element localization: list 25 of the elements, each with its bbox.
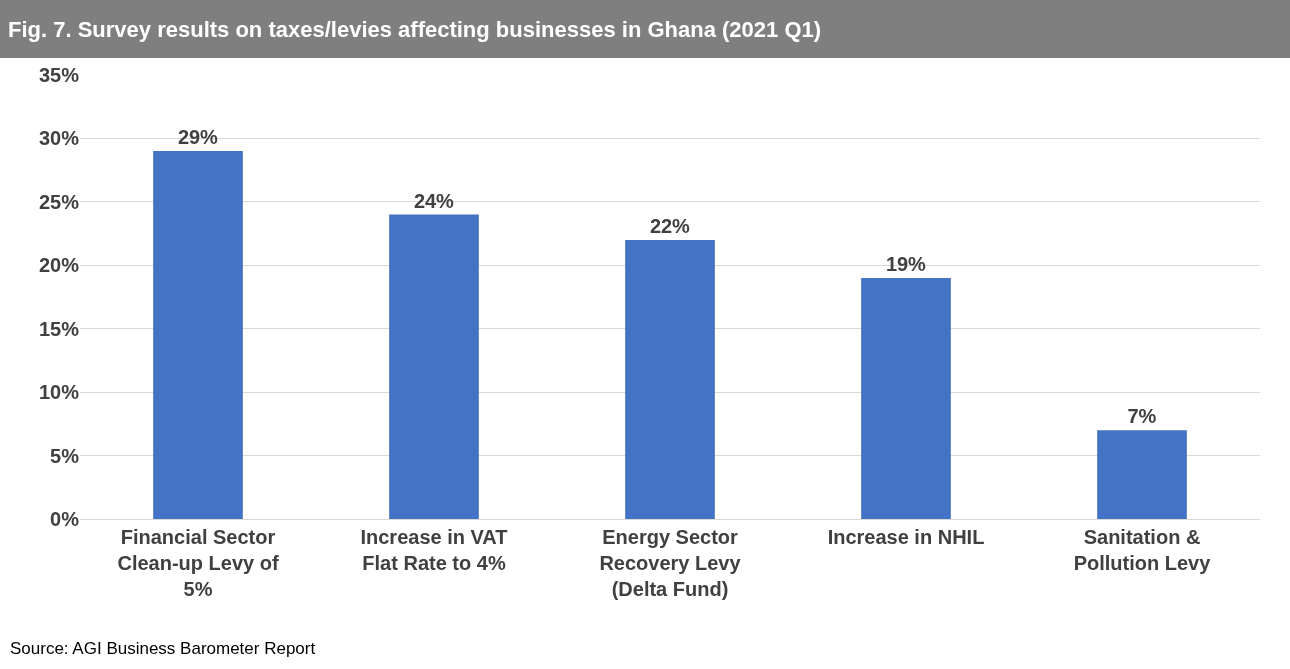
bar <box>1097 430 1187 519</box>
x-tick-label: Sanitation & Pollution Levy <box>1073 526 1212 574</box>
chart-title: Fig. 7. Survey results on taxes/levies affecting businesses in Ghana (2021 Q1) <box>8 16 822 42</box>
x-tick-label: Financial Sector Clean-up Levy of 5% <box>117 526 279 600</box>
y-tick-label: 20% <box>38 254 80 277</box>
y-tick-label: 35% <box>38 64 80 86</box>
bar <box>153 151 243 519</box>
x-tick-label: Increase in VAT Flat Rate to 4% <box>360 526 508 574</box>
y-tick-label: 15% <box>38 317 80 340</box>
x-tick-label: Energy Sector Recovery Levy (Delta Fund) <box>599 526 742 600</box>
bar <box>861 277 951 519</box>
y-tick-label: 25% <box>38 190 80 213</box>
data-label: 29% <box>177 126 219 149</box>
data-label: 7% <box>1127 405 1157 428</box>
data-label: 22% <box>649 214 691 237</box>
y-tick-label: 5% <box>50 444 80 467</box>
y-tick-label: 30% <box>38 127 80 150</box>
bar <box>389 214 479 519</box>
bar <box>625 239 715 519</box>
data-label: 24% <box>413 189 455 212</box>
y-tick-label: 10% <box>38 381 80 404</box>
y-tick-label: 0% <box>50 508 80 530</box>
source-note: Source: AGI Business Barometer Report <box>10 639 316 658</box>
data-label: 19% <box>885 252 927 275</box>
x-tick-label: Increase in NHIL <box>827 526 985 548</box>
